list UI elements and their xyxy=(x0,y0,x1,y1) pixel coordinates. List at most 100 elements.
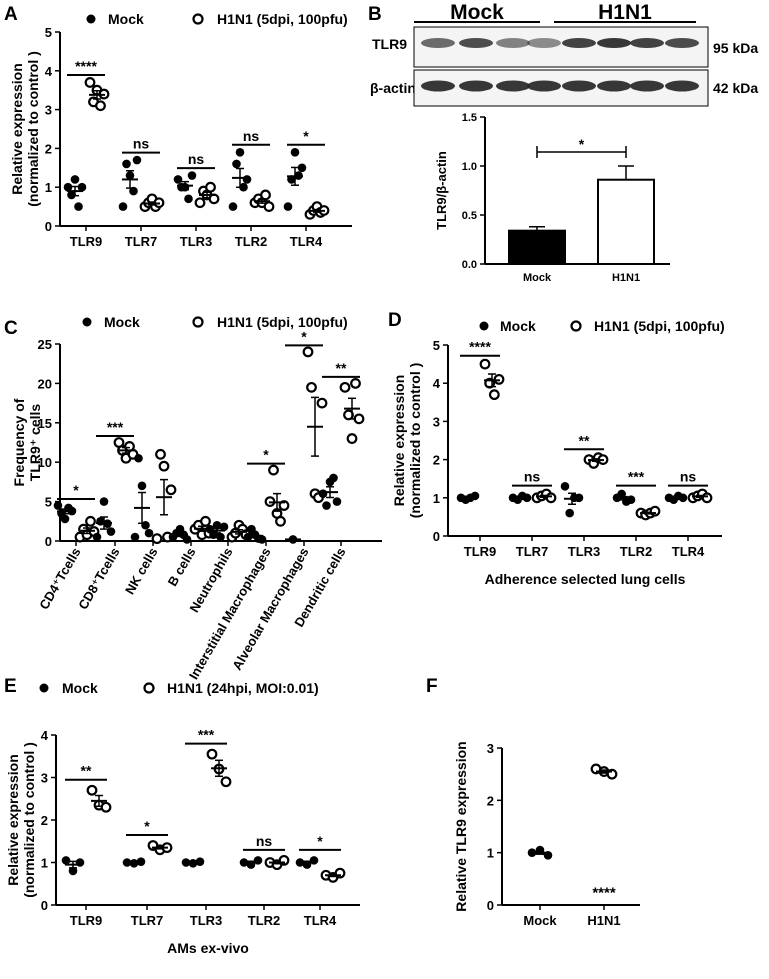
data-point-h1n1 xyxy=(306,381,317,393)
data-point-h1n1 xyxy=(346,433,358,444)
blot-band xyxy=(562,38,596,48)
data-point-h1n1 xyxy=(260,189,271,201)
blot-band xyxy=(421,38,455,48)
significance-label: * xyxy=(303,128,309,144)
data-point-mock xyxy=(560,482,570,491)
y-tick-label: 0.5 xyxy=(462,210,477,222)
y-axis-label: Relative TLR9 expression xyxy=(453,741,469,911)
significance-label: **** xyxy=(75,58,97,74)
significance-label: ns xyxy=(256,833,273,849)
significance-label: ns xyxy=(133,136,150,152)
y-tick-label: 5 xyxy=(433,338,440,353)
chart-panel-a: 0 1 2 3 4 5 Relative expression (normalized to … xyxy=(9,25,352,249)
data-point-mock xyxy=(235,147,245,157)
data-point-h1n1 xyxy=(95,100,106,112)
y-axis-label: (normalized to control ) xyxy=(25,51,41,207)
blot-strip-actin xyxy=(413,69,709,107)
panel-letter-d: D xyxy=(388,310,402,331)
y-axis-label: Relative expression xyxy=(391,375,407,507)
x-tick-label: NK cells xyxy=(122,545,161,597)
bar-mock xyxy=(508,229,566,265)
significance-label: * xyxy=(144,818,150,834)
significance-label: ** xyxy=(579,432,590,448)
legend-h1n1-label: H1N1 (5dpi, 100pfu) xyxy=(594,318,725,334)
x-tick-label: TLR4 xyxy=(290,234,323,249)
blot-band xyxy=(527,38,561,48)
y-tick-label: 4 xyxy=(41,728,49,743)
legend-h1n1-marker xyxy=(192,13,204,25)
data-point-h1n1 xyxy=(151,533,163,545)
significance-label: *** xyxy=(198,727,215,743)
y-tick-label: 0 xyxy=(487,898,494,913)
blot-size-label-95kda: 95 kDa xyxy=(713,40,758,56)
y-tick-label: 0 xyxy=(45,534,52,549)
y-tick-label: 1 xyxy=(433,491,440,506)
data-point-mock xyxy=(182,535,192,544)
legend-h1n1-marker xyxy=(570,320,582,332)
data-point-mock xyxy=(212,520,222,530)
legend-mock-marker xyxy=(479,321,489,331)
legend-d: Mock H1N1 (5dpi, 100pfu) xyxy=(479,318,725,334)
y-tick-label: 1 xyxy=(41,856,48,871)
y-tick-label: 15 xyxy=(38,416,52,431)
data-point-mock xyxy=(74,202,83,211)
blot-band xyxy=(597,38,631,48)
blot-size-label-42kda: 42 kDa xyxy=(713,80,758,96)
legend-a: Mock H1N1 (5dpi, 100pfu) xyxy=(86,11,348,27)
y-tick-label: 4 xyxy=(45,64,53,79)
data-point-h1n1 xyxy=(158,460,170,472)
y-tick-label: 3 xyxy=(487,741,494,756)
significance-label: * xyxy=(263,447,269,463)
chart-panel-b: 0.0 0.5 1.0 1.5 TLR9/β-actin Mock H1N1 * xyxy=(434,112,670,284)
data-point-h1n1 xyxy=(268,464,279,476)
data-point-h1n1 xyxy=(275,515,286,527)
y-tick-label: 5 xyxy=(45,25,52,40)
blot-group-label-h1n1: H1N1 xyxy=(598,1,652,24)
significance-label: ns xyxy=(680,469,697,485)
data-point-mock xyxy=(329,473,338,483)
data-point-h1n1 xyxy=(278,500,290,511)
significance-label: *** xyxy=(628,469,645,485)
data-point-mock xyxy=(173,175,183,184)
data-point-h1n1 xyxy=(220,776,232,788)
data-point-h1n1 xyxy=(100,801,112,813)
significance-label: ns xyxy=(243,128,260,144)
data-point-mock xyxy=(257,535,267,544)
x-tick-label: TLR2 xyxy=(235,234,268,249)
y-tick-label: 10 xyxy=(38,455,52,470)
y-tick-label: 25 xyxy=(38,337,52,352)
data-point-mock xyxy=(318,489,328,499)
significance-label: **** xyxy=(592,884,616,901)
legend-mock-label: Mock xyxy=(500,318,536,334)
blot-protein-label-actin: β-actin xyxy=(370,80,416,96)
significance-label: ** xyxy=(81,763,92,779)
chart-panel-d: 0 1 2 3 4 5 Relative expression (normalized to … xyxy=(391,338,722,587)
data-point-mock xyxy=(132,155,142,165)
panel-letter-a: A xyxy=(4,4,18,25)
blot-band xyxy=(496,80,530,92)
legend-e: Mock H1N1 (24hpi, MOI:0.01) xyxy=(39,680,319,696)
data-point-mock xyxy=(332,497,342,506)
x-tick-label: TLR4 xyxy=(304,913,337,928)
data-point-mock xyxy=(122,159,131,169)
data-point-h1n1 xyxy=(85,515,96,527)
blot-band xyxy=(562,80,596,92)
y-tick-label: 2 xyxy=(41,813,48,828)
data-point-mock xyxy=(187,171,197,180)
blot-band xyxy=(630,38,664,48)
blot-group-label-mock: Mock xyxy=(450,1,504,24)
blot-bands-actin xyxy=(421,80,699,92)
x-tick-label: H1N1 xyxy=(587,913,620,928)
data-point-h1n1 xyxy=(84,77,96,88)
x-tick-label: TLR9 xyxy=(70,234,103,249)
blot-band xyxy=(665,38,699,48)
chart-panel-e: 0 1 2 3 4 Relative expression (normalized to c… xyxy=(5,727,360,956)
blot-band xyxy=(527,80,561,92)
data-point-mock xyxy=(283,202,293,211)
x-tick-label: TLR7 xyxy=(131,913,164,928)
blot-band xyxy=(421,80,455,92)
data-point-mock xyxy=(63,182,73,192)
data-point-h1n1 xyxy=(316,397,328,409)
y-axis-label: TLR9/β-actin xyxy=(434,151,449,230)
data-point-mock xyxy=(68,866,78,876)
